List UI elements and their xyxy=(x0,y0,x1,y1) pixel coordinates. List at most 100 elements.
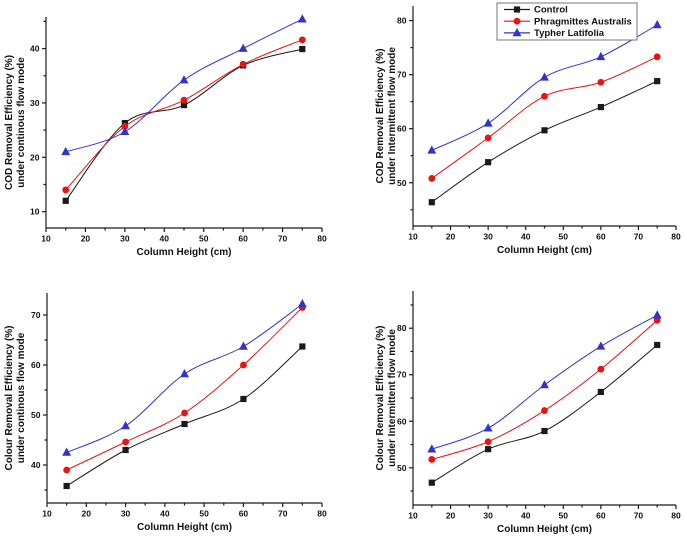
circle-marker-phragmittes-australis xyxy=(63,466,71,474)
circle-marker-phragmittes-australis xyxy=(597,78,605,86)
x-tick-label: 40 xyxy=(160,509,170,519)
y-tick-label: 30 xyxy=(30,98,40,108)
square-marker-control xyxy=(654,78,661,85)
y-axis-title-line2: under Intermittent flow mode xyxy=(387,329,398,467)
circle-marker-phragmittes-australis xyxy=(298,36,306,44)
x-tick-label: 20 xyxy=(446,511,456,521)
chart-cod-removal-continuous-flow: 10 20 30 40 50 60 70 80 10 20 30 40 Column Height (c… xyxy=(4,14,327,258)
y-tick-label: 10 xyxy=(30,207,40,217)
square-marker-control xyxy=(541,127,548,134)
x-tick-label: 70 xyxy=(278,509,288,519)
x-axis-title: Column Height (cm) xyxy=(137,522,232,533)
chart-colour-removal-continuous-flow: 10 20 30 40 50 60 70 80 40 50 60 70 Column Height (c… xyxy=(4,293,327,533)
x-tick-label: 50 xyxy=(199,509,209,519)
series-line-phragmittes-australis xyxy=(65,39,303,191)
triangle-marker-typher-latifolia xyxy=(297,14,307,23)
x-tick-label: 50 xyxy=(559,232,569,242)
x-tick-label: 80 xyxy=(671,232,681,242)
x-tick-label: 40 xyxy=(521,511,531,521)
x-tick-label: 70 xyxy=(634,511,644,521)
circle-marker-phragmittes-australis xyxy=(541,407,548,414)
y-axis-title-line2: under continous flow mode xyxy=(16,332,27,463)
circle-marker-phragmittes-australis xyxy=(541,92,548,100)
x-tick-label: 60 xyxy=(238,234,248,244)
circle-marker-legend-phragmittes-australis xyxy=(513,17,521,25)
square-marker-control xyxy=(485,159,492,166)
legend-label-typher-latifolia: Typher Latifolia xyxy=(534,28,605,39)
circle-marker-phragmittes-australis xyxy=(653,53,661,61)
triangle-marker-typher-latifolia xyxy=(121,421,131,430)
triangle-marker-typher-latifolia xyxy=(62,447,72,456)
legend-label-control: Control xyxy=(534,5,568,16)
square-marker-control xyxy=(428,479,435,486)
square-marker-control xyxy=(597,103,604,111)
square-marker-control xyxy=(428,199,435,206)
triangle-marker-typher-latifolia xyxy=(427,444,437,453)
y-axis-title-line1: Colour Removal Efficiency (%) xyxy=(4,325,15,470)
legend-label-phragmittes-australis: Phragmittes Australis xyxy=(534,16,632,27)
square-marker-control xyxy=(597,388,604,396)
triangle-marker-typher-latifolia xyxy=(540,72,549,81)
x-tick-label: 60 xyxy=(596,232,606,242)
square-marker-control xyxy=(299,343,306,350)
panel-bottom-right: 10 20 30 40 50 60 70 80 50 60 70 80 Column Height (c… xyxy=(343,268,685,537)
circle-marker-phragmittes-australis xyxy=(62,186,70,194)
y-tick-label: 80 xyxy=(397,323,407,333)
x-tick-label: 30 xyxy=(483,511,493,521)
panel-top-left: 10 20 30 40 50 60 70 80 10 20 30 40 Column Height (c… xyxy=(0,0,343,268)
circle-marker-phragmittes-australis xyxy=(428,456,436,463)
circle-marker-phragmittes-australis xyxy=(597,365,605,373)
y-axis-title-line2: under Intermittent flow mode xyxy=(387,47,398,185)
x-tick-label: 20 xyxy=(81,234,91,244)
x-tick-label: 50 xyxy=(559,511,569,521)
x-tick-label: 20 xyxy=(446,232,456,242)
y-tick-label: 60 xyxy=(397,416,407,426)
x-tick-label: 70 xyxy=(634,232,644,242)
triangle-marker-typher-latifolia xyxy=(596,51,606,61)
triangle-marker-typher-latifolia xyxy=(120,126,130,136)
chart-colour-removal-intermittent-flow: 10 20 30 40 50 60 70 80 50 60 70 80 Column Height (c… xyxy=(375,291,681,535)
y-axis-title-line1: COD Removal Efficiency (%) xyxy=(375,48,386,183)
y-tick-label: 40 xyxy=(31,460,41,470)
y-tick-label: 70 xyxy=(397,70,407,80)
panel-top-right: 10 20 30 40 50 60 70 80 50 60 70 80 Column Height (c… xyxy=(343,0,685,268)
circle-marker-phragmittes-australis xyxy=(240,361,247,369)
triangle-marker-typher-latifolia xyxy=(238,43,248,52)
circle-marker-phragmittes-australis xyxy=(428,175,436,182)
x-tick-label: 30 xyxy=(483,232,493,242)
x-tick-label: 80 xyxy=(671,511,681,521)
triangle-marker-typher-latifolia xyxy=(652,310,662,319)
square-marker-control xyxy=(485,446,492,453)
x-tick-label: 30 xyxy=(121,509,131,519)
x-axis-title: Column Height (cm) xyxy=(137,247,232,258)
square-marker-control xyxy=(62,197,69,204)
series-line-typher-latifolia xyxy=(66,303,303,453)
y-axis-title-line1: COD Removal Efficiency (%) xyxy=(4,55,15,190)
triangle-marker-typher-latifolia xyxy=(238,341,248,350)
series-line-phragmittes-australis xyxy=(66,307,303,471)
x-tick-label: 80 xyxy=(317,509,327,519)
square-marker-control xyxy=(541,427,548,435)
y-tick-label: 70 xyxy=(31,310,41,320)
y-tick-label: 80 xyxy=(397,16,407,26)
x-tick-label: 40 xyxy=(521,232,531,242)
square-marker-legend-control xyxy=(513,6,521,13)
triangle-marker-typher-latifolia xyxy=(179,75,189,84)
x-tick-label: 80 xyxy=(317,234,327,244)
y-tick-label: 60 xyxy=(31,360,41,370)
y-tick-label: 20 xyxy=(30,152,40,162)
square-marker-control xyxy=(63,482,70,490)
y-tick-label: 50 xyxy=(397,463,407,473)
square-marker-control xyxy=(299,45,306,53)
x-tick-label: 30 xyxy=(120,234,130,244)
triangle-marker-typher-latifolia xyxy=(652,19,662,29)
triangle-marker-typher-latifolia xyxy=(596,341,606,350)
y-tick-label: 40 xyxy=(30,44,40,54)
x-tick-label: 10 xyxy=(41,234,51,244)
y-tick-label: 50 xyxy=(397,178,407,188)
x-tick-label: 50 xyxy=(199,234,209,244)
triangle-marker-typher-latifolia xyxy=(180,369,189,378)
x-tick-label: 10 xyxy=(408,511,418,521)
